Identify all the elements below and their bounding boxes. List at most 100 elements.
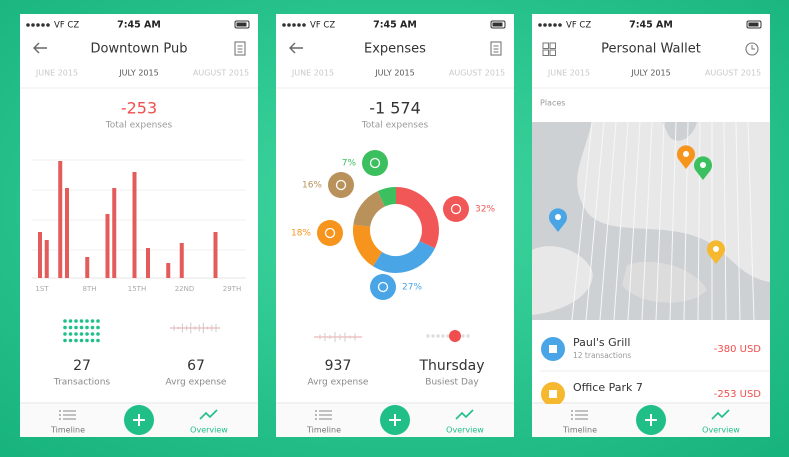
donut-segment — [353, 224, 383, 267]
bar — [166, 263, 171, 278]
total-amount: -253 — [121, 99, 157, 118]
stat-label: Avrg expense — [308, 378, 369, 388]
battery-level — [748, 22, 759, 27]
signal-dot — [302, 23, 306, 27]
dot-icon — [63, 332, 67, 336]
dot-icon — [74, 325, 78, 330]
dot-icon — [63, 319, 67, 323]
road — [655, 121, 665, 321]
signal-dot — [558, 23, 562, 27]
list-icon-dot — [571, 414, 573, 416]
battery-level — [236, 22, 247, 27]
list-icon-dot — [59, 410, 61, 412]
total-label: Total expenses — [105, 121, 173, 131]
dot-icon — [63, 325, 67, 330]
dot-icon — [74, 319, 78, 323]
month-tab[interactable]: JULY 2015 — [374, 69, 414, 78]
carrier: VF CZ — [310, 21, 335, 31]
dot-icon — [85, 338, 89, 343]
percent-label: 27% — [402, 283, 422, 293]
dot-icon — [79, 332, 84, 336]
road — [641, 121, 653, 321]
place-glyph — [549, 345, 557, 353]
back-button[interactable] — [289, 42, 303, 54]
place-name[interactable]: Office Park 7 — [573, 381, 643, 394]
tab-label[interactable]: Timeline — [50, 426, 85, 435]
tab-label[interactable]: Timeline — [562, 426, 597, 435]
month-tab[interactable]: JULY 2015 — [630, 69, 670, 78]
list-icon-dot — [59, 414, 61, 416]
busiest-day-marker — [449, 330, 461, 342]
battery — [746, 20, 762, 29]
donut-segment — [372, 240, 435, 273]
map-pin[interactable] — [677, 145, 695, 169]
tab-label[interactable]: Overview — [190, 426, 228, 435]
back-button[interactable] — [33, 42, 47, 54]
road — [627, 121, 641, 321]
report-button[interactable] — [234, 41, 246, 56]
road — [613, 121, 629, 321]
bar — [132, 172, 137, 278]
report-button[interactable] — [490, 41, 502, 56]
list-icon-dot — [59, 418, 61, 420]
dot-icon — [96, 319, 100, 323]
signal-dot — [36, 23, 40, 27]
battery — [234, 20, 250, 29]
tab-label[interactable]: Timeline — [306, 426, 341, 435]
tab-label[interactable]: Overview — [446, 426, 484, 435]
signal-dot — [31, 23, 35, 27]
month-tab[interactable]: JUNE 2015 — [291, 69, 334, 78]
map-pin[interactable] — [706, 240, 725, 264]
month-tab[interactable]: AUGUST 2015 — [705, 69, 761, 78]
tab-label[interactable]: Overview — [702, 426, 740, 435]
signal-dot — [287, 23, 291, 27]
pin-glyph — [700, 162, 706, 168]
road — [599, 121, 617, 321]
month-tab[interactable]: AUGUST 2015 — [449, 69, 505, 78]
donut-segment — [395, 187, 439, 249]
category-glyph — [335, 179, 347, 191]
bar — [44, 240, 49, 278]
screen-title: Personal Wallet — [601, 42, 701, 57]
category-icon — [370, 274, 396, 300]
place-name[interactable]: Paul's Grill — [573, 336, 630, 349]
signal-dot — [292, 23, 296, 27]
dot-icon — [96, 332, 100, 336]
dot-icon — [68, 338, 73, 343]
stat-value: 27 — [73, 358, 91, 374]
percent-label: 18% — [291, 229, 311, 239]
month-tab[interactable]: JUNE 2015 — [35, 69, 78, 78]
dot-icon — [85, 319, 89, 323]
month-tab[interactable]: AUGUST 2015 — [193, 69, 249, 78]
place-amount: -253 USD — [714, 389, 762, 400]
add-icon — [133, 414, 145, 426]
place-detail: 12 transactions — [573, 351, 631, 360]
month-tab[interactable]: JUNE 2015 — [547, 69, 590, 78]
battery-level — [492, 22, 503, 27]
phone-screen — [276, 14, 514, 437]
road — [723, 121, 727, 321]
donut-segment — [353, 191, 386, 228]
stat-value: Thursday — [418, 358, 484, 374]
category-icon — [317, 220, 343, 246]
day-dot — [466, 334, 470, 338]
bar — [179, 243, 184, 278]
place-glyph — [549, 390, 557, 398]
map-pin[interactable] — [549, 208, 567, 232]
stat-value: 937 — [325, 358, 352, 374]
stat-value: 67 — [187, 358, 205, 374]
x-axis-label: 15TH — [128, 285, 146, 293]
category-icon — [362, 150, 388, 176]
day-dot — [431, 334, 435, 338]
list-icon-dot — [315, 414, 317, 416]
grid-icon — [549, 42, 556, 49]
percent-label: 32% — [475, 205, 495, 215]
map-pin[interactable] — [694, 156, 712, 180]
x-axis-label: 8TH — [83, 285, 97, 293]
bar — [65, 188, 69, 278]
month-tab[interactable]: JULY 2015 — [118, 69, 158, 78]
bar — [58, 161, 63, 278]
bar — [85, 257, 90, 278]
place-amount: -380 USD — [714, 344, 762, 355]
list-icon-dot — [315, 418, 317, 420]
